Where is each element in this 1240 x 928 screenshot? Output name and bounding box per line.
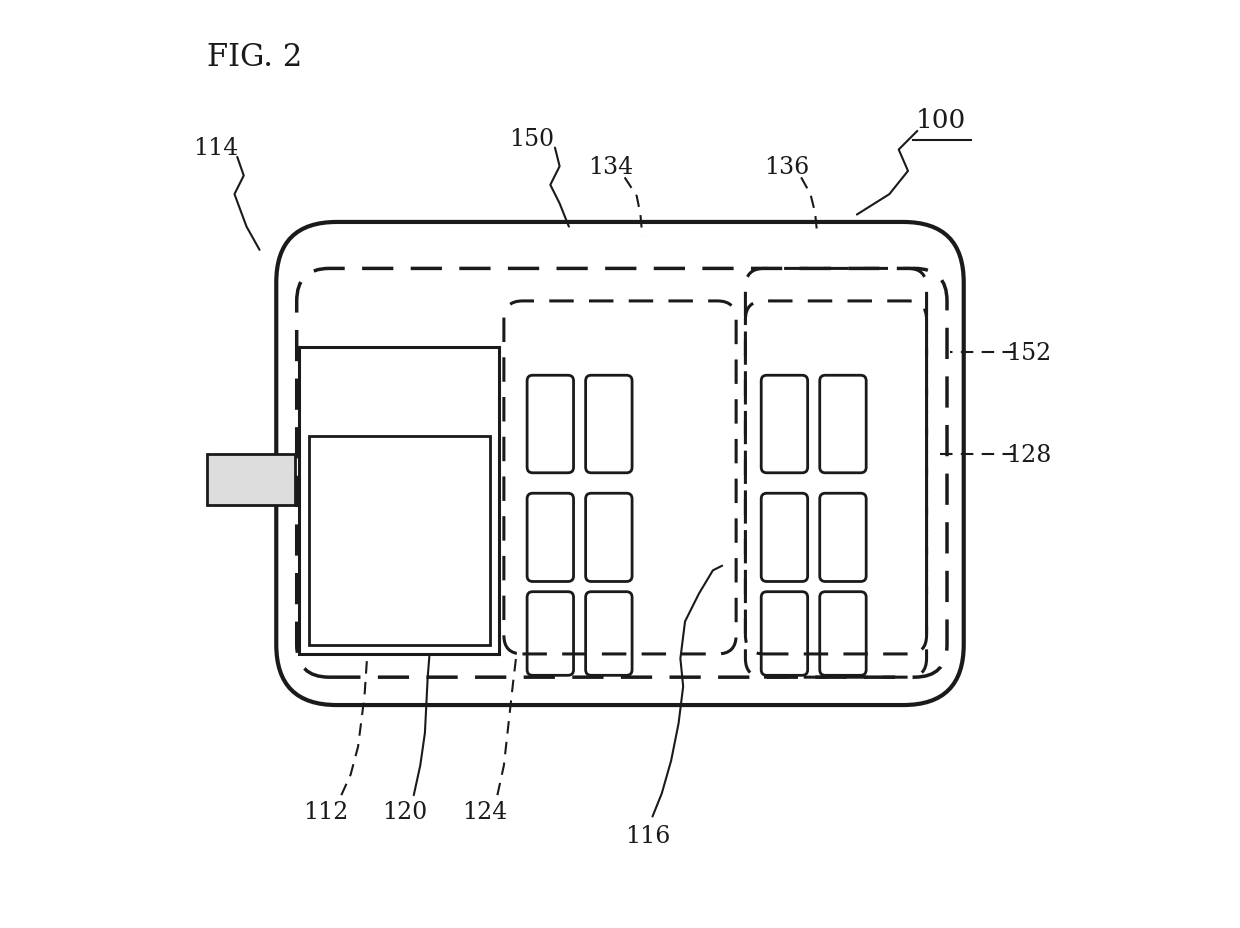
Text: 128: 128 [1006,444,1052,466]
Bar [207,455,295,506]
Text: 150: 150 [510,128,554,150]
Bar [300,348,500,654]
Text: 134: 134 [588,156,634,178]
Text: 124: 124 [463,801,508,823]
Text: 136: 136 [765,156,810,178]
Text: 114: 114 [193,137,238,160]
Text: 100: 100 [915,109,966,133]
Text: 112: 112 [303,801,348,823]
Bar [309,436,490,645]
Text: 116: 116 [625,824,671,846]
Text: 152: 152 [1006,342,1052,364]
Text: FIG. 2: FIG. 2 [207,42,301,72]
Text: 120: 120 [382,801,427,823]
